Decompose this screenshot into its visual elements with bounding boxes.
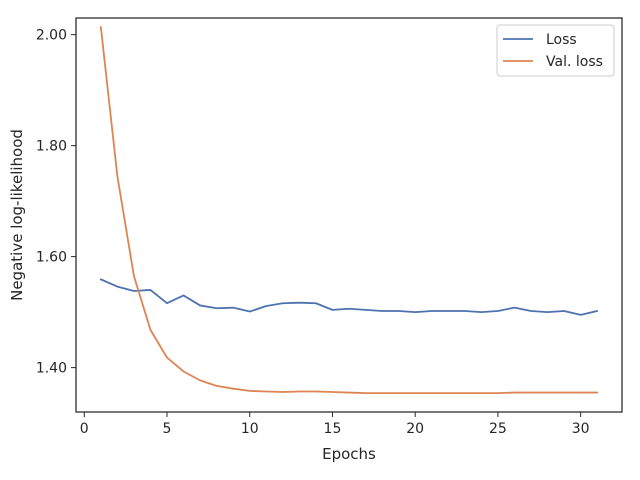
- x-tick-label: 10: [241, 421, 259, 437]
- legend-label-val-loss: Val. loss: [546, 54, 603, 70]
- legend-label-loss: Loss: [546, 32, 577, 48]
- x-tick-label: 30: [572, 421, 590, 437]
- y-axis: 1.40 1.60 1.80 2.00: [36, 28, 76, 377]
- plot-frame: [75, 17, 623, 413]
- x-axis-label: Epochs: [322, 445, 376, 463]
- x-tick-label: 5: [163, 421, 172, 437]
- x-tick-label: 0: [80, 421, 89, 437]
- legend: Loss Val. loss: [496, 24, 615, 77]
- x-tick-label: 20: [406, 421, 424, 437]
- x-tick-label: 25: [489, 421, 507, 437]
- y-tick-label: 1.40: [36, 361, 67, 377]
- series-line-val-loss: [99, 25, 599, 395]
- legend-box: [496, 24, 615, 77]
- series-line-loss: [99, 278, 599, 316]
- y-tick-label: 1.60: [36, 250, 67, 266]
- x-axis: 0 5 10 15 20 25 30: [80, 412, 590, 437]
- y-tick-label: 2.00: [36, 28, 67, 44]
- plot-lines: [99, 25, 599, 395]
- y-tick-label: 1.80: [36, 139, 67, 155]
- y-axis-label: Negative log-likelihood: [8, 129, 26, 301]
- x-tick-label: 15: [324, 421, 342, 437]
